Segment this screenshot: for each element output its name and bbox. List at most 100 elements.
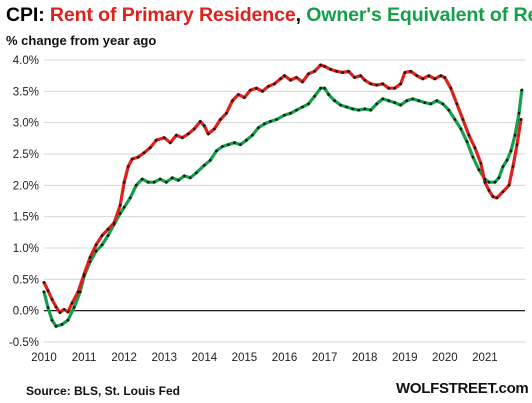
rent-data-point [225,111,228,115]
oer-data-point [88,260,92,264]
oer-data-point [118,212,122,215]
brand-logo-text: WOLFSTREET.com [396,380,529,397]
oer-data-point [459,127,463,131]
oer-data-point [483,177,487,181]
rent-data-point [353,76,356,79]
y-axis-ticks: -0.5% 0.0% 0.5% 1.0% 1.5% 2.0% 2.5% 3.0% 3.5% 4.0… [9,55,39,349]
rent-data-point [273,82,276,86]
oer-data-point [381,97,385,101]
oer-data-point [441,102,445,106]
oer-data-point [465,140,469,143]
oer-data-point [106,234,110,237]
rent-data-point [393,86,397,90]
x-tick-label: 2017 [312,352,338,364]
rent-data-point [301,80,304,84]
oer-data-point [313,94,316,98]
rent-data-point [66,310,70,314]
rent-data-point [381,82,385,86]
x-tick-label: 2015 [232,352,258,364]
rent-data-point [307,72,310,76]
rent-data-point [399,82,403,86]
oer-data-point [182,174,186,178]
rent-data-point [283,74,286,78]
rent-data-point [54,305,58,309]
rent-data-point [487,188,491,192]
oer-data-point [327,93,330,96]
rent-data-point [479,162,483,165]
x-tick-label: 2010 [31,352,57,364]
chart-title: CPI: Rent of Primary Residence, Owner's … [6,4,532,27]
rent-data-point [243,96,246,99]
rent-data-point [162,136,166,140]
oer-data-point [128,196,132,200]
rent-data-point [198,120,202,123]
oer-data-point [345,105,348,109]
rent-data-point [213,127,216,131]
rent-data-point [511,165,515,168]
oer-data-point [194,171,198,175]
oer-data-point [239,143,242,147]
oer-data-point [269,120,272,123]
rent-data-point [88,256,92,259]
rent-data-point [174,133,178,137]
x-tick-label: 2019 [392,352,418,364]
oer-data-point [251,133,254,137]
rent-data-point [148,146,152,150]
oer-data-point [78,290,82,294]
y-tick-label: 0.0% [13,306,39,318]
source-note: Source: BLS, St. Louis Fed [26,384,181,398]
rent-data-point [94,243,98,247]
oer-data-point [319,86,322,90]
oer-data-point [520,88,524,92]
oer-data-point [188,176,192,180]
rent-data-point [427,74,431,78]
oer-data-point [505,158,509,162]
oer-data-point [435,99,439,103]
oer-data-point [429,102,433,106]
oer-data-point [375,102,379,106]
oer-data-point [158,177,162,181]
rent-data-point [154,138,158,142]
rent-data-point [387,86,391,90]
rent-data-point [319,63,322,67]
oer-data-point [208,158,212,162]
oer-data-point [513,133,517,137]
rent-data-point [363,78,367,82]
rent-data-point [206,132,210,136]
y-tick-label: 1.0% [13,243,39,255]
rent-data-point [180,136,184,140]
rent-data-point [186,132,190,136]
oer-data-point [215,149,218,153]
oer-data-point [233,141,236,145]
rent-data-point [100,234,104,237]
oer-data-point [363,107,367,111]
oer-data-point [501,165,505,168]
y-tick-label: 0.5% [13,274,39,286]
rent-data-point [415,74,419,78]
rent-data-point [50,298,54,301]
rent-data-point [289,78,292,82]
rent-data-point [323,64,326,68]
oer-data-point [140,177,144,181]
title-rent-series: Rent of Primary Residence [49,4,296,26]
title-oer-series: Owner's Equivalent of Rent [306,4,532,26]
oer-data-point [405,99,409,103]
rent-data-point [106,227,110,231]
oer-data-point [423,101,427,104]
rent-data-point [130,157,134,161]
rent-data-point [58,311,62,314]
oer-data-point [399,103,403,107]
rent-data-point [255,86,258,90]
x-tick-label: 2012 [111,352,137,364]
oer-data-point [164,180,168,184]
oer-data-point [509,149,513,153]
oer-data-point [60,323,64,326]
oer-data-point [351,107,354,111]
oer-data-point [333,99,336,103]
oer-data-point [176,178,180,182]
rent-data-point [409,69,413,73]
rent-data-point [335,69,338,73]
rent-data-point [403,71,407,74]
x-tick-label: 2014 [192,352,218,364]
